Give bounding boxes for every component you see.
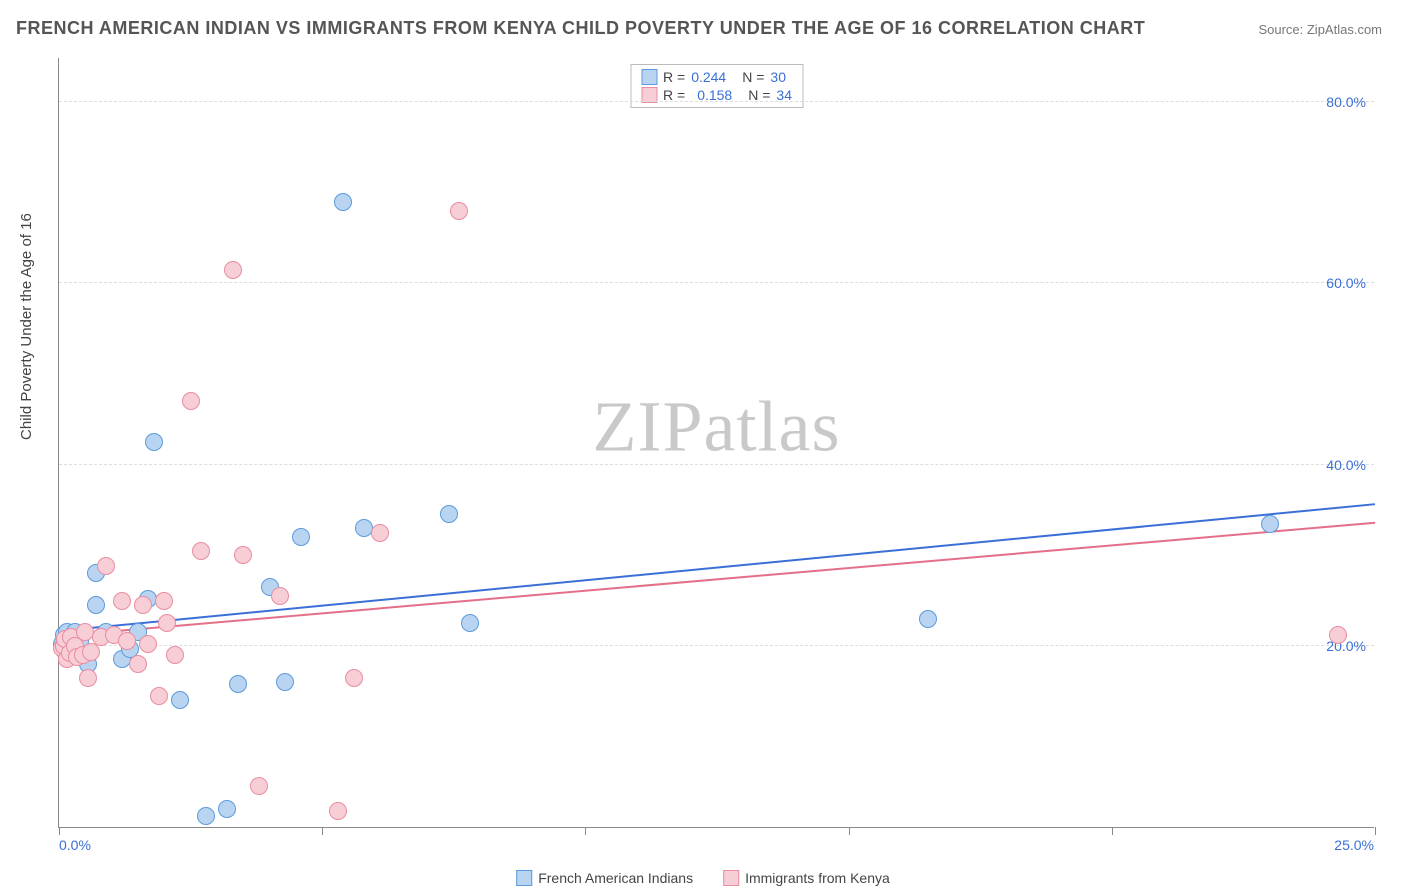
data-point: [113, 592, 131, 610]
data-point: [271, 587, 289, 605]
y-tick-label: 40.0%: [1326, 457, 1366, 473]
chart-title: FRENCH AMERICAN INDIAN VS IMMIGRANTS FRO…: [16, 18, 1145, 39]
r-label-1: R =: [663, 69, 685, 85]
y-tick-label: 60.0%: [1326, 275, 1366, 291]
x-tick: [59, 827, 60, 835]
data-point: [139, 635, 157, 653]
legend-item: French American Indians: [516, 870, 693, 886]
data-point: [97, 557, 115, 575]
data-point: [292, 528, 310, 546]
data-point: [79, 669, 97, 687]
x-tick: [849, 827, 850, 835]
data-point: [134, 596, 152, 614]
data-point: [158, 614, 176, 632]
data-point: [1261, 515, 1279, 533]
watermark: ZIPatlas: [593, 386, 841, 469]
data-point: [118, 632, 136, 650]
gridline-h: [59, 101, 1374, 102]
trend-line: [59, 522, 1375, 637]
x-tick: [585, 827, 586, 835]
data-point: [371, 524, 389, 542]
data-point: [224, 261, 242, 279]
gridline-h: [59, 464, 1374, 465]
data-point: [171, 691, 189, 709]
data-point: [82, 643, 100, 661]
data-point: [155, 592, 173, 610]
gridline-h: [59, 645, 1374, 646]
data-point: [276, 673, 294, 691]
swatch-series-1: [641, 69, 657, 85]
data-point: [182, 392, 200, 410]
data-point: [229, 675, 247, 693]
x-tick: [322, 827, 323, 835]
data-point: [218, 800, 236, 818]
legend-stats-row-1: R = 0.244 N = 30: [641, 69, 792, 85]
data-point: [329, 802, 347, 820]
y-axis-title: Child Poverty Under the Age of 16: [18, 213, 35, 440]
x-tick: [1112, 827, 1113, 835]
n-label-1: N =: [742, 69, 764, 85]
y-tick-label: 80.0%: [1326, 94, 1366, 110]
data-point: [87, 596, 105, 614]
r-value-1: 0.244: [691, 69, 726, 85]
x-tick-label-max: 25.0%: [1334, 837, 1374, 853]
legend-swatch: [723, 870, 739, 886]
plot-area: ZIPatlas R = 0.244 N = 30 R = 0.158 N = …: [58, 58, 1374, 828]
data-point: [440, 505, 458, 523]
legend-swatch: [516, 870, 532, 886]
data-point: [1329, 626, 1347, 644]
data-point: [129, 655, 147, 673]
data-point: [250, 777, 268, 795]
legend-label: Immigrants from Kenya: [745, 870, 890, 886]
x-tick: [1375, 827, 1376, 835]
data-point: [166, 646, 184, 664]
data-point: [334, 193, 352, 211]
trend-line: [59, 503, 1375, 632]
data-point: [150, 687, 168, 705]
source-label: Source: ZipAtlas.com: [1258, 22, 1382, 37]
data-point: [145, 433, 163, 451]
gridline-h: [59, 282, 1374, 283]
data-point: [197, 807, 215, 825]
data-point: [919, 610, 937, 628]
data-point: [345, 669, 363, 687]
legend-series: French American Indians Immigrants from K…: [516, 870, 890, 886]
legend-label: French American Indians: [538, 870, 693, 886]
watermark-atlas: atlas: [704, 387, 841, 467]
data-point: [450, 202, 468, 220]
data-point: [461, 614, 479, 632]
x-tick-label-min: 0.0%: [59, 837, 91, 853]
watermark-zip: ZIP: [593, 387, 704, 467]
data-point: [234, 546, 252, 564]
n-value-1: 30: [770, 69, 786, 85]
legend-item: Immigrants from Kenya: [723, 870, 890, 886]
data-point: [192, 542, 210, 560]
